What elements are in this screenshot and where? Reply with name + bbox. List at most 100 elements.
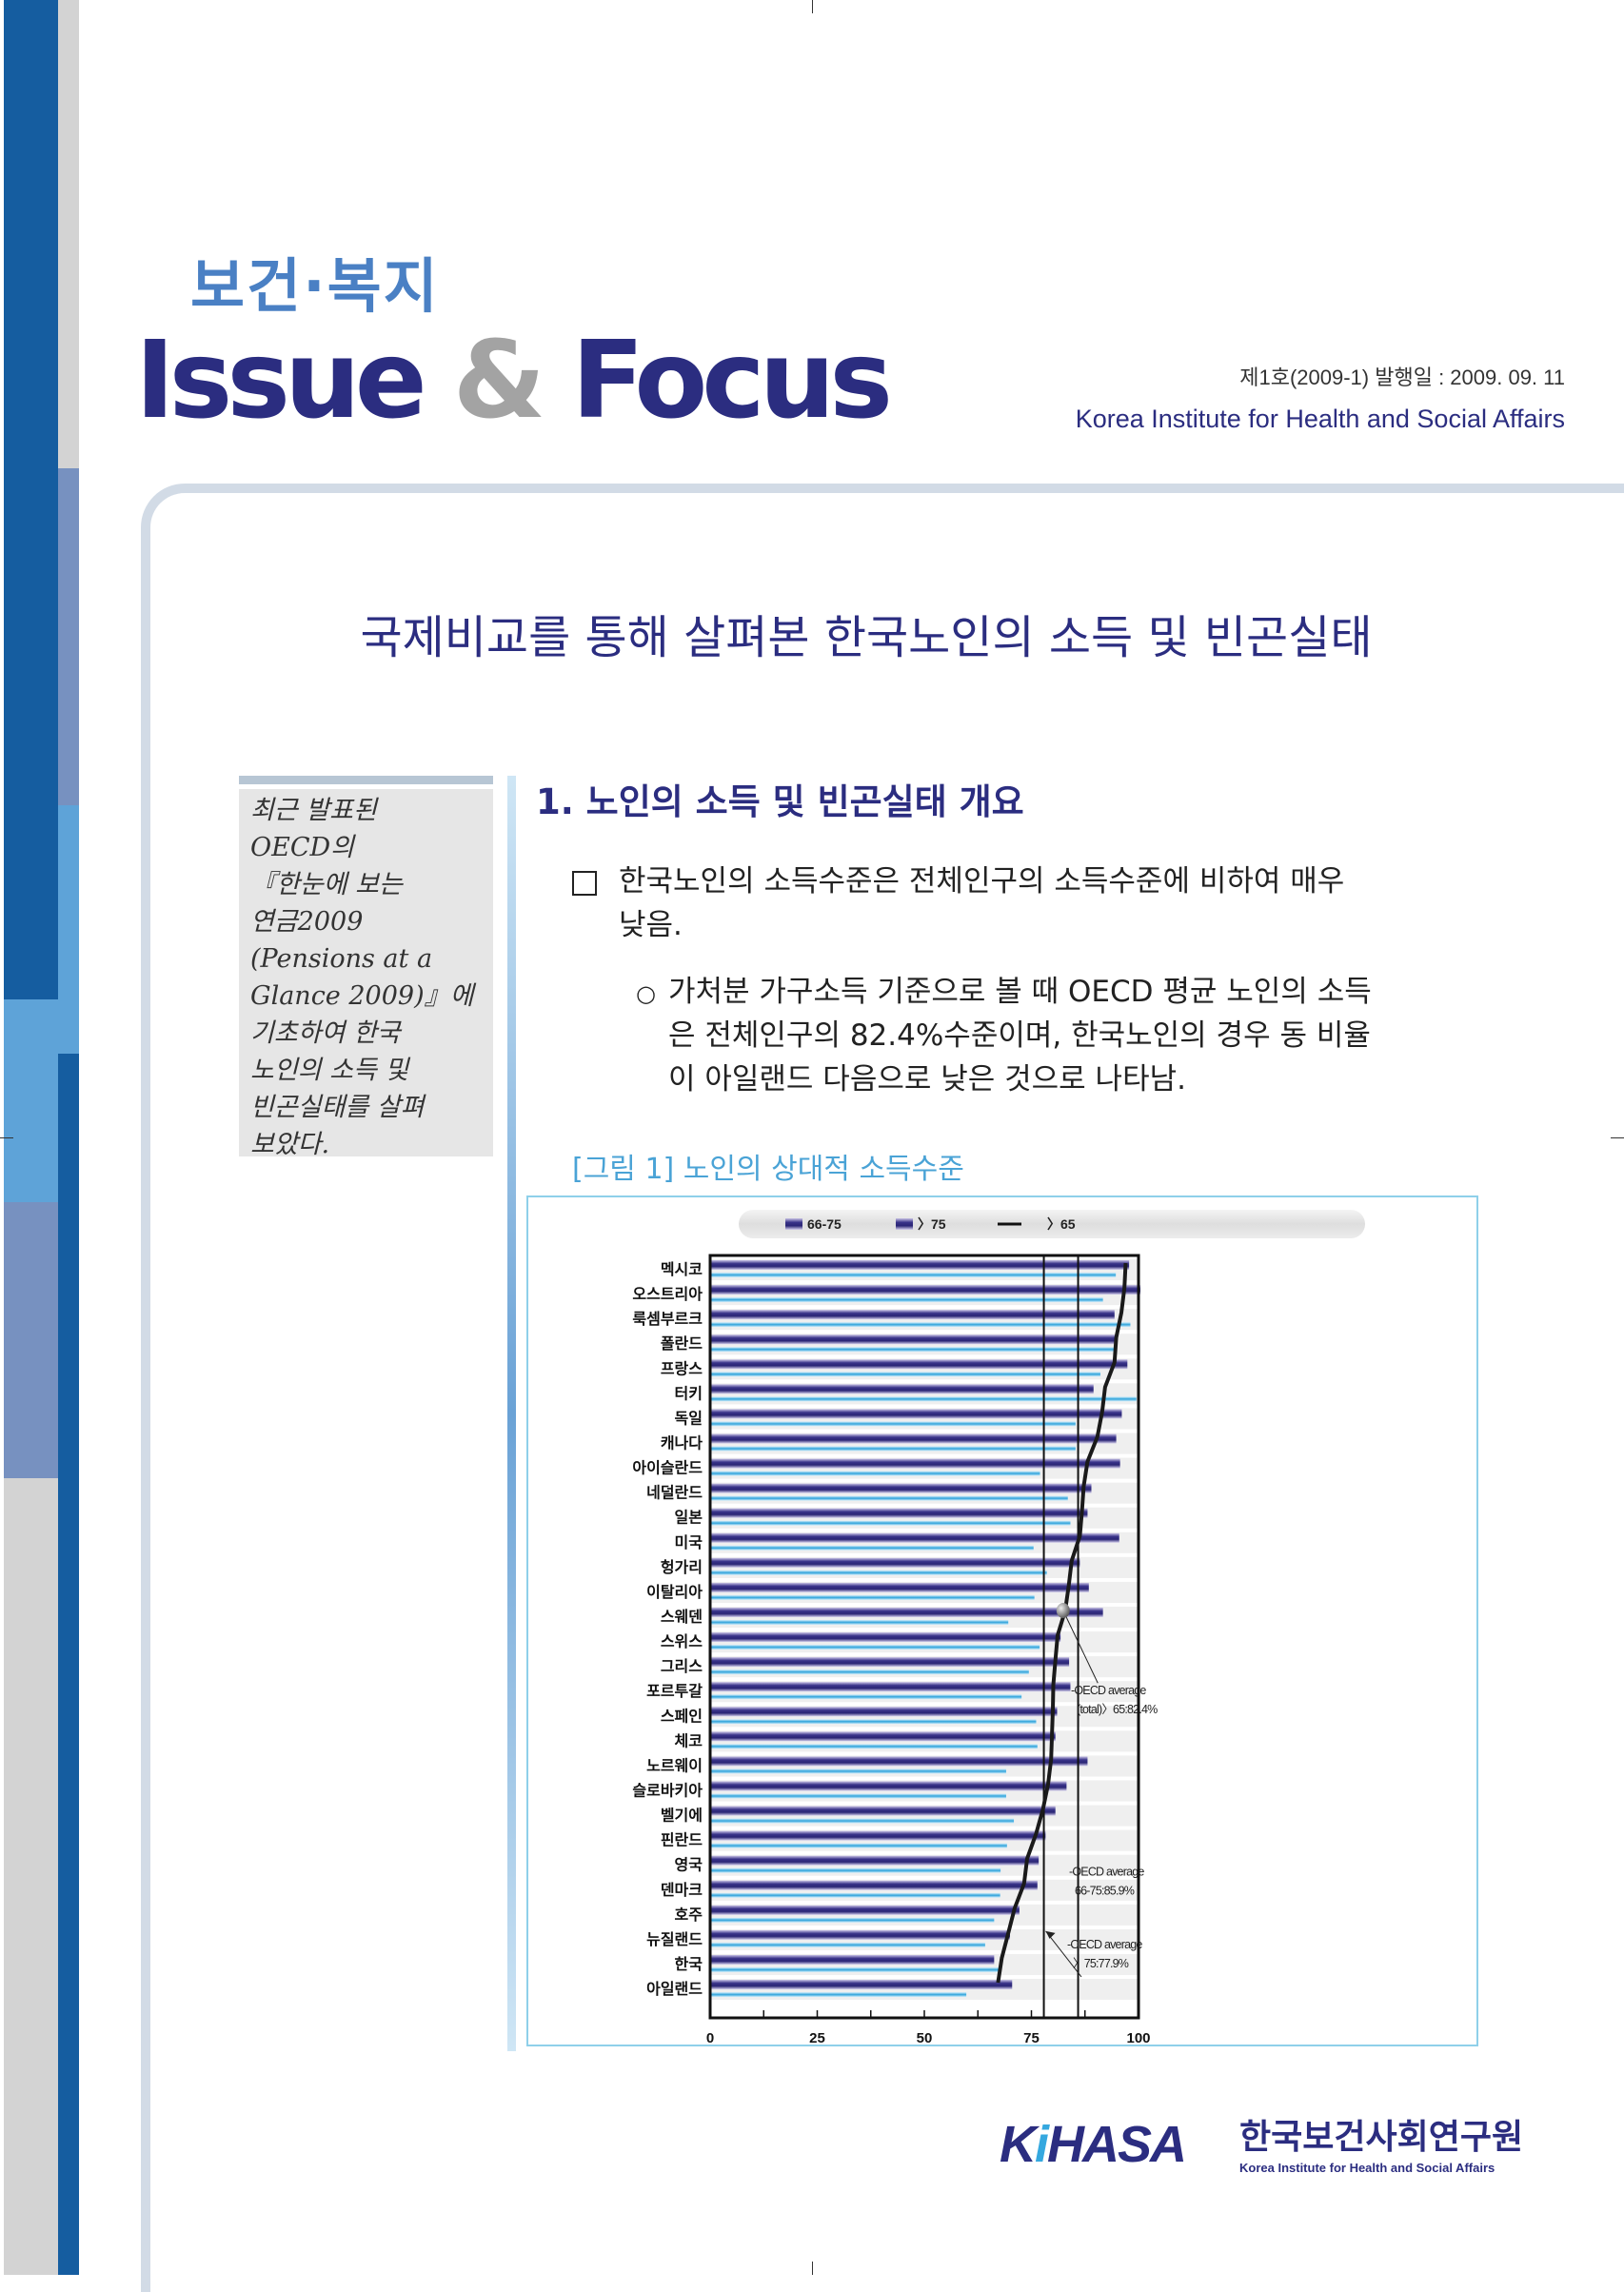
bar-over75 [710, 1545, 1034, 1551]
category-label: 룩셈부르크 [632, 1310, 703, 1328]
bar-66-75 [710, 1285, 1140, 1295]
decor-stripe [58, 805, 79, 1054]
vertical-divider [507, 776, 516, 2051]
bar-66-75 [710, 1954, 995, 1965]
sidebar-box [239, 789, 493, 1156]
bar-66-75 [710, 1905, 1020, 1915]
annotation-over75: -OECD average [1067, 1938, 1142, 1951]
sidebar-line: 최근 발표된 [250, 796, 377, 825]
bar-over75 [710, 1421, 1076, 1427]
sidebar-line: OECD의 [250, 833, 354, 862]
content-panel [141, 484, 1624, 2292]
bar-over75 [710, 1446, 1076, 1452]
sidebar-line: 『한눈에 보는 [250, 870, 403, 899]
issue-info: 제1호(2009-1) 발행일 : 2009. 09. 11 [1239, 366, 1565, 389]
oecd-average-marker [1056, 1602, 1070, 1618]
bar-66-75 [710, 1707, 1058, 1717]
bar-66-75 [710, 1607, 1103, 1617]
annotation-66-75: -OECD average [1069, 1866, 1144, 1879]
bar-over75 [710, 1892, 1000, 1898]
category-label: 이탈리아 [646, 1583, 703, 1601]
category-label: 호주 [675, 1906, 703, 1924]
sidebar-line: 노인의 소득 및 [250, 1056, 409, 1085]
category-label: 터키 [675, 1384, 703, 1402]
bullet-line: 한국노인의 소득수준은 전체인구의 소득수준에 비하여 매우 [619, 864, 1345, 899]
bar-66-75 [710, 1682, 1071, 1692]
x-tick-label: 50 [917, 2030, 933, 2046]
category-label: 프랑스 [661, 1359, 703, 1377]
bar-over75 [710, 1843, 1007, 1848]
category-label: 영국 [675, 1856, 703, 1874]
sub-bullet-line: 가처분 가구소득 기준으로 볼 때 OECD 평균 노인의 소득 [668, 975, 1372, 1009]
marker-pointer [1062, 1610, 1099, 1684]
category-label: 핀란드 [661, 1831, 703, 1849]
bar-66-75 [710, 1582, 1089, 1592]
category-label: 그리스 [661, 1657, 703, 1675]
bar-over75 [710, 1619, 1009, 1625]
bar-over75 [710, 1645, 1040, 1650]
square-bullet-icon [572, 871, 597, 896]
category-label: 오스트리아 [632, 1285, 703, 1303]
bar-over75 [710, 1992, 967, 1998]
bar-66-75 [710, 1657, 1070, 1668]
category-label: 덴마크 [661, 1881, 703, 1899]
bar-over75 [710, 1570, 1047, 1575]
bar-over75 [710, 1347, 1117, 1353]
category-label: 벨기에 [661, 1807, 703, 1825]
series-line-over65 [996, 1262, 1128, 1984]
bar-66-75 [710, 1929, 1010, 1940]
sidebar-line: (Pensions at a [250, 944, 433, 974]
legend-swatch-over75 [896, 1218, 913, 1230]
bar-66-75 [710, 1806, 1056, 1816]
bar-over75 [710, 1297, 1103, 1303]
bar-66-75 [710, 1359, 1128, 1370]
x-tick-label: 25 [809, 2030, 825, 2046]
legend-label: 〉65 [1047, 1216, 1076, 1232]
org-name-kr: 한국보건사회연구원 [1239, 2118, 1524, 2157]
bar-over75 [710, 1471, 1040, 1476]
bar-over75 [710, 1594, 1035, 1600]
bar-66-75 [710, 1458, 1120, 1469]
category-label: 일본 [675, 1509, 703, 1527]
kihasa-wordmark: KiHASA [1000, 2119, 1187, 2170]
decor-stripe [58, 468, 79, 805]
bar-over75 [710, 1966, 1000, 1972]
decor-stripe [58, 1054, 79, 2275]
x-tick-label: 75 [1023, 2030, 1040, 2046]
bar-66-75 [710, 1756, 1088, 1767]
bar-over75 [710, 1396, 1137, 1402]
bar-66-75 [710, 1855, 1040, 1866]
category-label: 네덜란드 [646, 1484, 703, 1502]
crop-mark [1611, 1137, 1624, 1138]
sidebar-top-bar [239, 776, 493, 784]
section-heading: 1. 노인의 소득 및 빈곤실태 개요 [536, 781, 1024, 822]
annotation-over75: 〉75:77.9% [1073, 1957, 1129, 1970]
category-label: 헝가리 [661, 1558, 703, 1576]
bar-66-75 [710, 1830, 1046, 1841]
bar-66-75 [710, 1632, 1061, 1643]
bar-66-75 [710, 1433, 1117, 1444]
brand-focus: Focus [571, 319, 893, 443]
bar-66-75 [710, 1483, 1092, 1493]
decor-stripe [4, 1478, 58, 2275]
annotation-66-75: 66-75:85.9% [1075, 1885, 1135, 1898]
category-label: 스페인 [661, 1707, 703, 1725]
annotation-total: -OECD average [1071, 1684, 1146, 1697]
bar-over75 [710, 1273, 1117, 1277]
figure-caption: [그림 1] 노인의 상대적 소득수준 [572, 1153, 964, 1186]
bar-over75 [710, 1867, 1001, 1873]
bar-66-75 [710, 1260, 1130, 1270]
category-label: 슬로바키아 [632, 1781, 703, 1799]
bar-66-75 [710, 1384, 1094, 1394]
legend-swatch-66-75 [785, 1218, 802, 1230]
bar-over75 [710, 1917, 995, 1923]
category-label: 캐나다 [661, 1433, 703, 1452]
bullet-line: 낮음. [619, 908, 683, 942]
bar-over75 [710, 1793, 1006, 1799]
legend-background [739, 1210, 1365, 1238]
bar-66-75 [710, 1508, 1088, 1518]
category-label: 한국 [675, 1955, 703, 1973]
bar-over75 [710, 1942, 985, 1947]
sidebar-line: 보았다. [250, 1130, 330, 1159]
arrow-head [1045, 1930, 1056, 1939]
